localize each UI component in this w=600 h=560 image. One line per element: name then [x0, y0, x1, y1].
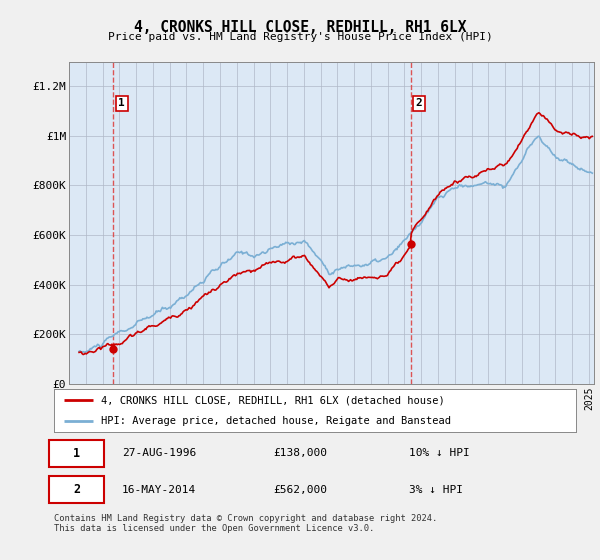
Text: £562,000: £562,000 — [273, 485, 327, 494]
Text: 1: 1 — [118, 99, 125, 109]
Text: 4, CRONKS HILL CLOSE, REDHILL, RH1 6LX: 4, CRONKS HILL CLOSE, REDHILL, RH1 6LX — [134, 20, 466, 35]
Text: 10% ↓ HPI: 10% ↓ HPI — [409, 449, 470, 458]
Text: 3% ↓ HPI: 3% ↓ HPI — [409, 485, 463, 494]
Text: £138,000: £138,000 — [273, 449, 327, 458]
Text: 27-AUG-1996: 27-AUG-1996 — [122, 449, 196, 458]
Text: 1: 1 — [73, 447, 80, 460]
Text: 4, CRONKS HILL CLOSE, REDHILL, RH1 6LX (detached house): 4, CRONKS HILL CLOSE, REDHILL, RH1 6LX (… — [101, 395, 445, 405]
Text: Contains HM Land Registry data © Crown copyright and database right 2024.
This d: Contains HM Land Registry data © Crown c… — [54, 514, 437, 533]
Text: 16-MAY-2014: 16-MAY-2014 — [122, 485, 196, 494]
FancyBboxPatch shape — [49, 440, 104, 467]
Text: 2: 2 — [416, 99, 422, 109]
Text: Price paid vs. HM Land Registry's House Price Index (HPI): Price paid vs. HM Land Registry's House … — [107, 32, 493, 43]
FancyBboxPatch shape — [49, 476, 104, 503]
Text: 2: 2 — [73, 483, 80, 496]
Text: HPI: Average price, detached house, Reigate and Banstead: HPI: Average price, detached house, Reig… — [101, 416, 451, 426]
